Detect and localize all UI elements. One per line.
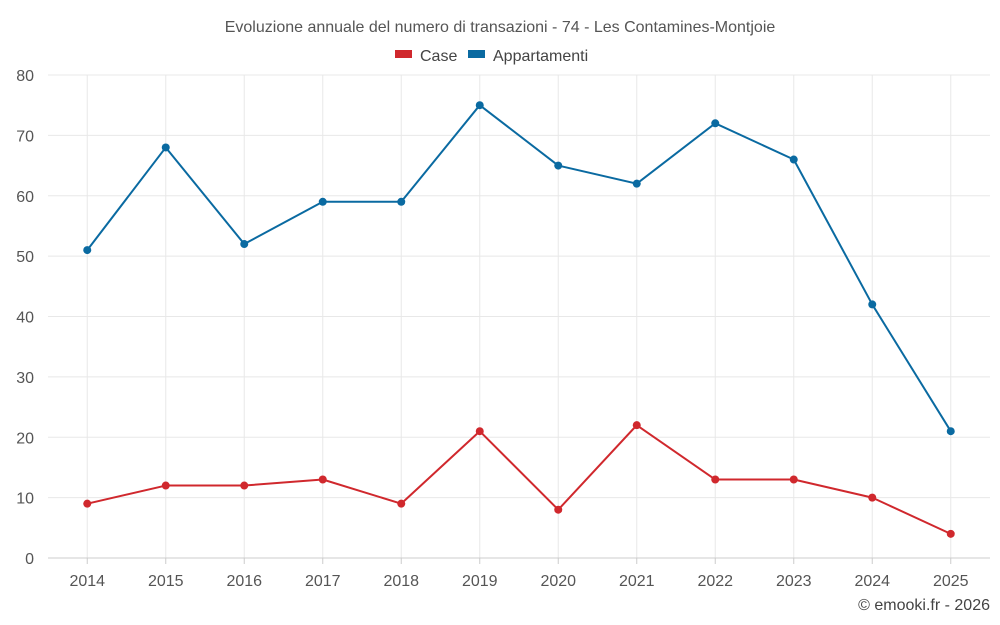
x-tick-label: 2025	[933, 573, 969, 590]
x-tick-label: 2023	[776, 573, 812, 590]
data-point-case-2017	[318, 475, 327, 484]
y-axis-ticks: 0 10 20 30 40 50 60 70 80	[16, 68, 34, 568]
series-line-appartamenti	[86, 104, 952, 432]
data-point-case-2014	[83, 499, 92, 508]
data-point-appartamenti-2024	[868, 300, 877, 309]
data-point-appartamenti-2019	[475, 101, 484, 110]
data-point-case-2020	[554, 505, 563, 514]
data-point-appartamenti-2018	[397, 197, 406, 206]
data-point-case-2024	[868, 493, 877, 502]
data-point-case-2019	[475, 427, 484, 436]
y-tick-label: 20	[16, 430, 34, 447]
data-point-appartamenti-2022	[711, 119, 720, 128]
legend: Case Appartamenti	[395, 48, 588, 65]
data-point-case-2025	[946, 529, 955, 538]
x-tick-label: 2017	[305, 573, 341, 590]
chart-title: Evoluzione annuale del numero di transaz…	[225, 19, 776, 36]
data-point-appartamenti-2025	[946, 427, 955, 436]
x-axis-ticks: 2014 2015 2016 2017 2018 2019 2020 2021 2022 2023…	[69, 573, 968, 590]
data-point-appartamenti-2014	[83, 246, 92, 255]
y-tick-label: 80	[16, 68, 34, 85]
series-group	[83, 101, 955, 538]
x-tick-label: 2021	[619, 573, 655, 590]
legend-label-case: Case	[420, 48, 457, 65]
y-tick-label: 40	[16, 310, 34, 327]
axes	[48, 557, 990, 564]
x-tick-label: 2018	[383, 573, 419, 590]
y-tick-label: 70	[16, 128, 34, 145]
legend-swatch-case	[395, 50, 412, 58]
y-tick-label: 60	[16, 189, 34, 206]
data-point-appartamenti-2021	[632, 179, 641, 188]
data-point-appartamenti-2020	[554, 161, 563, 170]
x-tick-label: 2022	[697, 573, 733, 590]
data-point-appartamenti-2017	[318, 197, 327, 206]
data-point-case-2016	[240, 481, 249, 490]
y-tick-label: 10	[16, 491, 34, 508]
data-point-appartamenti-2016	[240, 240, 249, 249]
data-point-case-2023	[789, 475, 798, 484]
data-point-case-2015	[161, 481, 170, 490]
data-point-case-2021	[632, 421, 641, 430]
x-tick-label: 2016	[226, 573, 262, 590]
y-tick-label: 50	[16, 249, 34, 266]
legend-label-appartamenti: Appartamenti	[493, 48, 588, 65]
data-point-appartamenti-2023	[789, 155, 798, 164]
x-tick-label: 2024	[854, 573, 890, 590]
data-point-case-2018	[397, 499, 406, 508]
x-tick-label: 2019	[462, 573, 498, 590]
x-tick-label: 2015	[148, 573, 184, 590]
x-tick-label: 2020	[540, 573, 576, 590]
x-tick-label: 2014	[69, 573, 105, 590]
series-line-case	[87, 424, 952, 535]
data-point-case-2022	[711, 475, 720, 484]
credit-text: © emooki.fr - 2026	[858, 597, 990, 614]
legend-swatch-appartamenti	[468, 50, 485, 58]
data-point-appartamenti-2015	[161, 143, 170, 152]
y-tick-label: 30	[16, 370, 34, 387]
y-tick-label: 0	[25, 551, 34, 568]
